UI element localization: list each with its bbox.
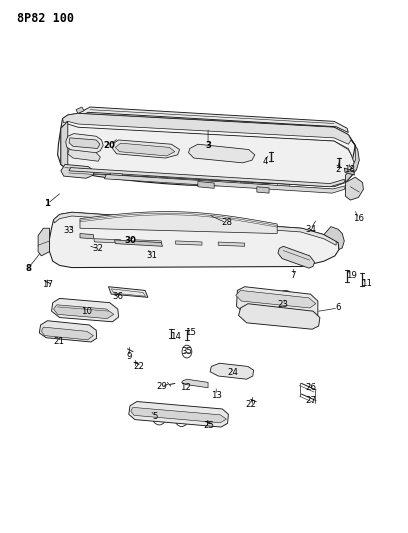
Text: 5: 5 xyxy=(153,412,158,421)
Polygon shape xyxy=(346,140,359,182)
Polygon shape xyxy=(61,124,355,187)
Polygon shape xyxy=(80,233,93,239)
Polygon shape xyxy=(104,174,346,193)
Polygon shape xyxy=(344,168,355,175)
Text: 28: 28 xyxy=(221,219,232,228)
Polygon shape xyxy=(182,379,208,387)
Text: 29: 29 xyxy=(156,382,167,391)
Polygon shape xyxy=(76,107,84,114)
Polygon shape xyxy=(69,167,344,187)
Text: 23: 23 xyxy=(278,300,289,309)
Polygon shape xyxy=(115,240,162,246)
Polygon shape xyxy=(62,114,351,144)
Text: 24: 24 xyxy=(228,368,239,377)
Polygon shape xyxy=(61,165,94,178)
Text: 7: 7 xyxy=(291,271,296,280)
Polygon shape xyxy=(49,212,339,268)
Polygon shape xyxy=(61,122,68,169)
Polygon shape xyxy=(39,321,97,342)
Polygon shape xyxy=(277,183,289,188)
Text: 14: 14 xyxy=(170,332,181,341)
Text: 8P82 100: 8P82 100 xyxy=(17,12,74,26)
Text: 17: 17 xyxy=(42,279,53,288)
Text: 8: 8 xyxy=(25,264,31,272)
Text: 32: 32 xyxy=(93,245,104,254)
Polygon shape xyxy=(135,240,161,244)
Polygon shape xyxy=(239,304,320,329)
Text: 15: 15 xyxy=(186,328,197,337)
Polygon shape xyxy=(94,239,121,243)
Text: 21: 21 xyxy=(53,337,64,346)
Polygon shape xyxy=(129,401,228,427)
Text: 35: 35 xyxy=(182,347,193,356)
Text: 12: 12 xyxy=(180,383,191,392)
Polygon shape xyxy=(53,305,114,319)
Text: 27: 27 xyxy=(305,396,316,405)
Polygon shape xyxy=(278,246,315,268)
Polygon shape xyxy=(188,144,255,163)
Polygon shape xyxy=(69,138,100,149)
Polygon shape xyxy=(109,287,148,297)
Text: 2: 2 xyxy=(335,165,341,174)
Polygon shape xyxy=(51,298,119,322)
Text: 11: 11 xyxy=(361,279,372,288)
Text: 31: 31 xyxy=(146,252,157,260)
Text: 13: 13 xyxy=(211,391,222,400)
Polygon shape xyxy=(237,287,318,320)
Polygon shape xyxy=(66,134,103,154)
Text: 22: 22 xyxy=(133,362,144,371)
Polygon shape xyxy=(236,290,316,308)
Polygon shape xyxy=(200,179,212,183)
Polygon shape xyxy=(38,228,49,256)
Text: 16: 16 xyxy=(353,214,364,223)
Polygon shape xyxy=(80,107,348,133)
Polygon shape xyxy=(346,177,364,200)
Polygon shape xyxy=(241,182,253,186)
Text: 10: 10 xyxy=(81,307,91,316)
Polygon shape xyxy=(53,212,336,245)
Polygon shape xyxy=(80,212,277,233)
Polygon shape xyxy=(111,173,123,177)
Polygon shape xyxy=(131,407,226,423)
Polygon shape xyxy=(175,241,202,245)
Polygon shape xyxy=(324,227,344,249)
Text: 4: 4 xyxy=(262,157,268,166)
Text: 25: 25 xyxy=(203,422,214,431)
Polygon shape xyxy=(210,364,254,379)
Polygon shape xyxy=(41,327,93,340)
Text: 1: 1 xyxy=(44,199,51,208)
Polygon shape xyxy=(68,150,100,161)
Polygon shape xyxy=(155,176,167,181)
Text: 20: 20 xyxy=(104,141,115,150)
Polygon shape xyxy=(218,242,245,246)
Text: 36: 36 xyxy=(112,292,123,301)
Text: 30: 30 xyxy=(125,237,137,246)
Text: 34: 34 xyxy=(305,225,316,234)
Text: 18: 18 xyxy=(344,165,355,174)
Text: 22: 22 xyxy=(245,400,256,409)
Text: 3: 3 xyxy=(205,141,211,150)
Polygon shape xyxy=(257,187,269,193)
Polygon shape xyxy=(58,114,355,185)
Text: 33: 33 xyxy=(64,226,75,235)
Polygon shape xyxy=(113,140,180,158)
Text: 9: 9 xyxy=(126,352,131,361)
Polygon shape xyxy=(115,143,175,156)
Text: 6: 6 xyxy=(335,303,341,312)
Text: 19: 19 xyxy=(346,271,357,280)
Polygon shape xyxy=(198,181,214,188)
Text: 26: 26 xyxy=(305,383,316,392)
